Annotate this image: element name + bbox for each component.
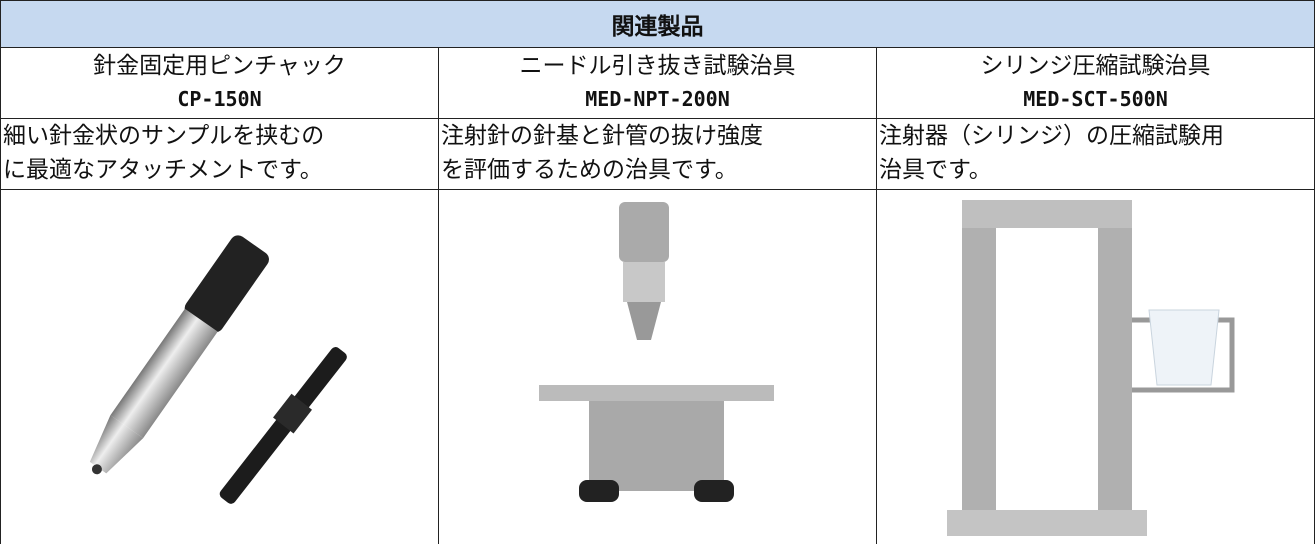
description-cell: 注射器（シリンジ）の圧縮試験用 治具です。: [876, 118, 1315, 190]
product-model: CP-150N: [177, 87, 262, 111]
description-line: 注射針の針基と針管の抜け強度: [441, 123, 763, 149]
syringe-jig-image: [947, 200, 1235, 536]
product-cell: シリンジ圧縮試験治具 MED-SCT-500N: [876, 47, 1315, 119]
product-model: MED-SCT-500N: [1023, 87, 1168, 111]
description-line: を評価するための治具です。: [441, 157, 738, 183]
description-line: に最適なアタッチメントです。: [3, 157, 323, 183]
pin-chuck-image: [89, 235, 347, 504]
description-line: 細い針金状のサンプルを挟むの: [3, 123, 325, 149]
description-row: 細い針金状のサンプルを挟むの に最適なアタッチメントです。 注射針の針基と針管の抜…: [0, 118, 1315, 190]
description-line: 治具です。: [879, 157, 992, 183]
product-cell: 針金固定用ピンチャック CP-150N: [0, 47, 439, 119]
product-name: シリンジ圧縮試験治具: [980, 53, 1211, 79]
product-cell: ニードル引き抜き試験治具 MED-NPT-200N: [438, 47, 877, 119]
image-cell: [876, 189, 1315, 544]
description-line: 注射器（シリンジ）の圧縮試験用: [879, 123, 1224, 149]
product-name: 針金固定用ピンチャック: [93, 53, 346, 79]
product-model: MED-NPT-200N: [585, 87, 730, 111]
description-cell: 細い針金状のサンプルを挟むの に最適なアタッチメントです。: [0, 118, 439, 190]
header-row: 関連製品: [0, 0, 1315, 48]
image-row: [0, 189, 1315, 544]
name-row: 針金固定用ピンチャック CP-150N ニードル引き抜き試験治具 MED-NPT-2…: [0, 47, 1315, 119]
product-name: ニードル引き抜き試験治具: [519, 53, 796, 79]
needle-jig-image: [539, 202, 774, 502]
image-cell: [438, 189, 877, 544]
image-cell: [0, 189, 439, 544]
table-title: 関連製品: [0, 0, 1315, 48]
description-cell: 注射針の針基と針管の抜け強度 を評価するための治具です。: [438, 118, 877, 190]
